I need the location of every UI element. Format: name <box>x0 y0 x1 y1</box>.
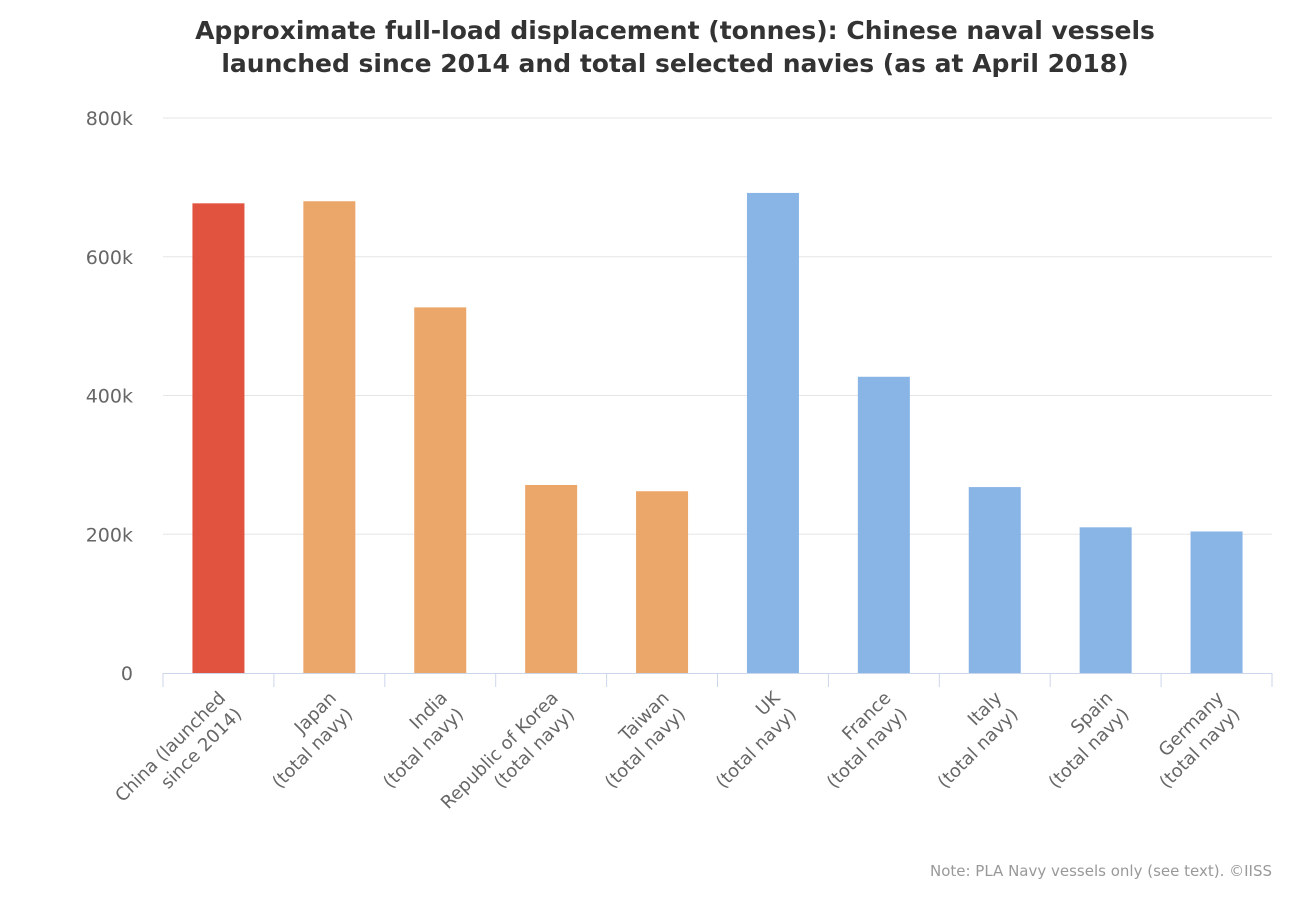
chart-title: Approximate full-load displacement (tonn… <box>0 14 1314 80</box>
chart-title-line-1: Approximate full-load displacement (tonn… <box>195 16 1155 45</box>
x-tick-label: France(total navy) <box>807 688 912 793</box>
x-tick-label: Republic of Korea(total navy) <box>437 688 579 830</box>
x-tick-label: Japan(total navy) <box>252 688 357 793</box>
chart-title-line-2: launched since 2014 and total selected n… <box>221 49 1129 78</box>
x-tick-label: Italy(total navy) <box>917 687 1022 792</box>
x-tick-label: China (launchedsince 2014) <box>111 688 246 823</box>
y-tick-label: 200k <box>86 524 133 546</box>
bar <box>192 203 245 674</box>
y-tick-label: 600k <box>86 247 133 269</box>
y-tick-label: 400k <box>86 386 133 408</box>
y-axis-tick-labels: 0 200k 400k 600k 800k <box>86 108 133 685</box>
bar <box>968 487 1021 673</box>
bar <box>303 201 356 673</box>
x-tick-label: UK(total navy) <box>696 687 802 793</box>
bars <box>192 192 1243 674</box>
bar <box>746 192 799 674</box>
bar <box>1190 531 1243 673</box>
x-axis <box>162 673 1273 687</box>
bar <box>414 307 467 673</box>
x-tick-label: Taiwan(total navy) <box>585 688 690 793</box>
bar <box>857 376 910 673</box>
x-tick-label: Germany(total navy) <box>1139 687 1244 792</box>
x-axis-tick-labels: China (launchedsince 2014) Japan(total na… <box>111 687 1244 830</box>
x-tick-label: India(total navy) <box>363 688 468 793</box>
bar <box>525 484 578 673</box>
bar <box>1079 527 1132 673</box>
bar <box>636 491 689 673</box>
y-tick-label: 800k <box>86 108 133 130</box>
chart-note: Note: PLA Navy vessels only (see text). … <box>929 862 1272 880</box>
x-tick-label: Spain(total navy) <box>1028 688 1133 793</box>
y-tick-label: 0 <box>121 663 133 685</box>
